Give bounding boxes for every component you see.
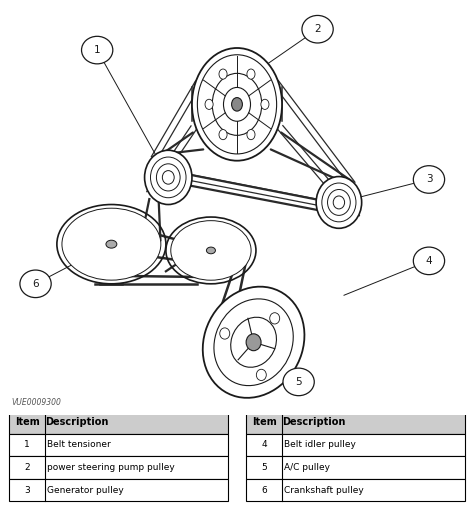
Ellipse shape — [256, 369, 266, 381]
Ellipse shape — [185, 232, 237, 269]
Text: 3: 3 — [426, 175, 432, 184]
Ellipse shape — [220, 328, 230, 339]
Text: 1: 1 — [94, 45, 100, 55]
Text: 2: 2 — [25, 463, 30, 472]
Ellipse shape — [232, 98, 242, 111]
Ellipse shape — [247, 69, 255, 79]
Text: VUE0009300: VUE0009300 — [12, 398, 62, 407]
Circle shape — [413, 166, 445, 193]
Ellipse shape — [214, 299, 293, 386]
Text: Crankshaft pulley: Crankshaft pulley — [284, 486, 364, 495]
Ellipse shape — [231, 317, 276, 367]
Ellipse shape — [322, 183, 356, 222]
Ellipse shape — [246, 334, 261, 351]
Text: 4: 4 — [262, 440, 267, 449]
Ellipse shape — [171, 221, 251, 280]
Ellipse shape — [145, 150, 192, 205]
FancyBboxPatch shape — [9, 434, 228, 456]
Ellipse shape — [333, 196, 345, 209]
Ellipse shape — [67, 212, 156, 276]
Ellipse shape — [203, 287, 304, 398]
Ellipse shape — [270, 313, 280, 324]
FancyBboxPatch shape — [9, 411, 228, 434]
FancyBboxPatch shape — [9, 479, 228, 501]
Text: Item: Item — [252, 417, 277, 428]
Text: 6: 6 — [32, 279, 39, 289]
Ellipse shape — [106, 240, 117, 248]
Text: 4: 4 — [426, 256, 432, 266]
Text: Belt tensioner: Belt tensioner — [47, 440, 111, 449]
Ellipse shape — [162, 171, 174, 184]
FancyBboxPatch shape — [9, 456, 228, 479]
FancyBboxPatch shape — [246, 434, 465, 456]
Ellipse shape — [224, 88, 250, 121]
Ellipse shape — [219, 129, 227, 139]
Text: 5: 5 — [295, 377, 302, 387]
Ellipse shape — [212, 73, 262, 135]
Ellipse shape — [206, 247, 215, 254]
Text: A/C pulley: A/C pulley — [284, 463, 330, 472]
Circle shape — [283, 368, 314, 395]
Ellipse shape — [150, 157, 186, 197]
Text: 2: 2 — [314, 24, 321, 34]
Ellipse shape — [247, 129, 255, 139]
Ellipse shape — [197, 55, 277, 154]
Ellipse shape — [195, 239, 227, 262]
FancyBboxPatch shape — [246, 456, 465, 479]
Ellipse shape — [72, 216, 151, 273]
Circle shape — [302, 15, 333, 43]
Ellipse shape — [192, 48, 282, 161]
Text: 3: 3 — [24, 486, 30, 495]
Text: power steering pump pulley: power steering pump pulley — [47, 463, 175, 472]
Text: Generator pulley: Generator pulley — [47, 486, 124, 495]
Ellipse shape — [328, 189, 350, 215]
Ellipse shape — [261, 99, 269, 109]
Text: Description: Description — [45, 417, 109, 428]
Ellipse shape — [176, 224, 246, 276]
Text: 6: 6 — [261, 486, 267, 495]
Ellipse shape — [156, 164, 180, 191]
Ellipse shape — [181, 228, 241, 273]
Ellipse shape — [77, 219, 146, 269]
FancyBboxPatch shape — [246, 411, 465, 434]
FancyBboxPatch shape — [246, 479, 465, 501]
Text: Description: Description — [282, 417, 346, 428]
Ellipse shape — [205, 99, 213, 109]
Text: 1: 1 — [24, 440, 30, 449]
Text: 5: 5 — [261, 463, 267, 472]
Ellipse shape — [316, 177, 362, 229]
Ellipse shape — [62, 208, 161, 280]
Ellipse shape — [87, 227, 136, 262]
Ellipse shape — [219, 69, 227, 79]
Text: Belt idler pulley: Belt idler pulley — [284, 440, 356, 449]
Ellipse shape — [190, 235, 232, 266]
Circle shape — [20, 270, 51, 298]
Circle shape — [413, 247, 445, 275]
Ellipse shape — [92, 230, 130, 258]
Circle shape — [82, 36, 113, 64]
Text: Item: Item — [15, 417, 40, 428]
Ellipse shape — [82, 223, 141, 265]
